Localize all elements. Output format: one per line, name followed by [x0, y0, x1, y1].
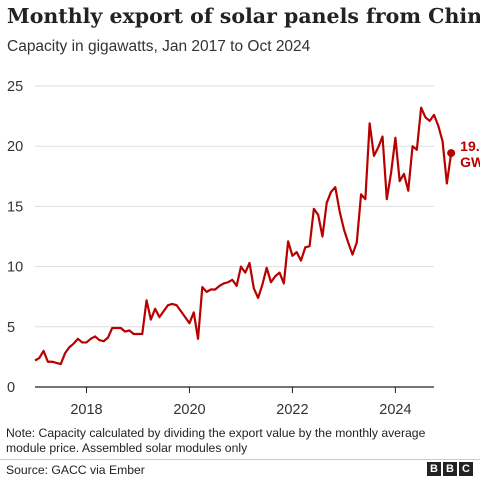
- y-tick-label: 0: [7, 380, 15, 396]
- end-point-marker: [447, 149, 456, 158]
- chart-source: Source: GACC via Ember: [6, 463, 145, 477]
- y-tick-label: 10: [7, 260, 23, 276]
- y-tick-label: 20: [7, 139, 23, 155]
- bbc-logo-letter: B: [427, 462, 441, 476]
- line-chart: 0 5 10 15 20 25 2018 2020 2022 2024 19.43GW: [7, 79, 480, 418]
- chart-note: Note: Capacity calculated by dividing th…: [6, 426, 426, 455]
- end-unit-label: GW: [460, 154, 480, 170]
- x-tick-label: 2022: [276, 402, 308, 418]
- end-value-label: 19.43: [460, 138, 480, 154]
- x-tick-label: 2018: [70, 402, 102, 418]
- bbc-logo-letter: C: [459, 462, 473, 476]
- bbc-logo-letter: B: [443, 462, 457, 476]
- footer-divider: [0, 459, 480, 460]
- y-tick-label: 15: [7, 199, 23, 215]
- x-tick-label: 2024: [379, 402, 411, 418]
- bbc-logo: B B C: [427, 462, 473, 476]
- series-line: [34, 106, 453, 366]
- x-tick-label: 2020: [173, 402, 205, 418]
- chart-subtitle: Capacity in gigawatts, Jan 2017 to Oct 2…: [7, 38, 311, 55]
- chart-title: Monthly export of solar panels from Chin…: [7, 4, 480, 28]
- y-tick-label: 25: [7, 79, 23, 95]
- y-tick-label: 5: [7, 320, 15, 336]
